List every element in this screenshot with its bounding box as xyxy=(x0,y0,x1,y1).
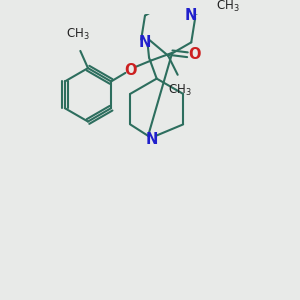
Text: O: O xyxy=(124,62,136,77)
Text: N: N xyxy=(139,35,151,50)
Text: N: N xyxy=(185,8,197,23)
Text: CH$_3$: CH$_3$ xyxy=(168,82,191,98)
Text: CH$_3$: CH$_3$ xyxy=(216,0,240,14)
Text: O: O xyxy=(188,47,200,62)
Text: CH$_3$: CH$_3$ xyxy=(66,27,89,42)
Text: N: N xyxy=(146,132,158,147)
